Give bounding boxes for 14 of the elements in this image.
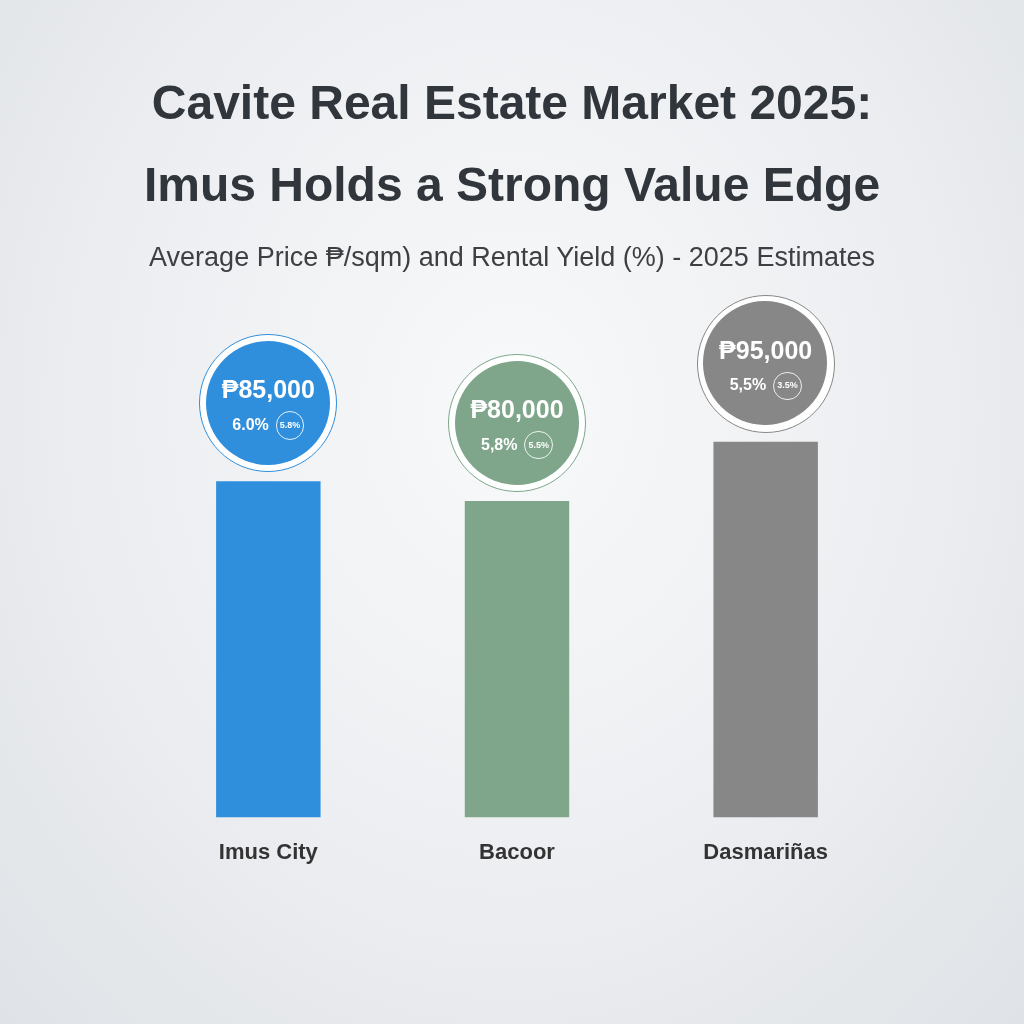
- x-tick-label: Dasmariñas: [703, 838, 829, 864]
- text: 5.8%: [279, 419, 301, 430]
- chart-subtitle: Average Price ₱/sqm) and Rental Yield (%) - 2025 Estimates: [148, 241, 876, 274]
- text: 6.0%: [232, 415, 269, 433]
- x-tick-label: Imus City: [218, 838, 319, 864]
- annotation: 5,8%: [481, 435, 518, 453]
- data-label: ₱85,000: [221, 375, 315, 404]
- data-label: ₱95,000: [719, 335, 813, 364]
- annotation: 5.5%: [528, 439, 549, 450]
- chart-title: Cavite Real Estate Market 2025: Imus Holds a Strong Value Edge: [142, 75, 882, 213]
- text: 3.5%: [777, 380, 798, 391]
- data-label: ₱80,000: [470, 395, 564, 424]
- text: 5,5%: [729, 376, 767, 394]
- x-tick-label: Bacoor: [479, 838, 556, 864]
